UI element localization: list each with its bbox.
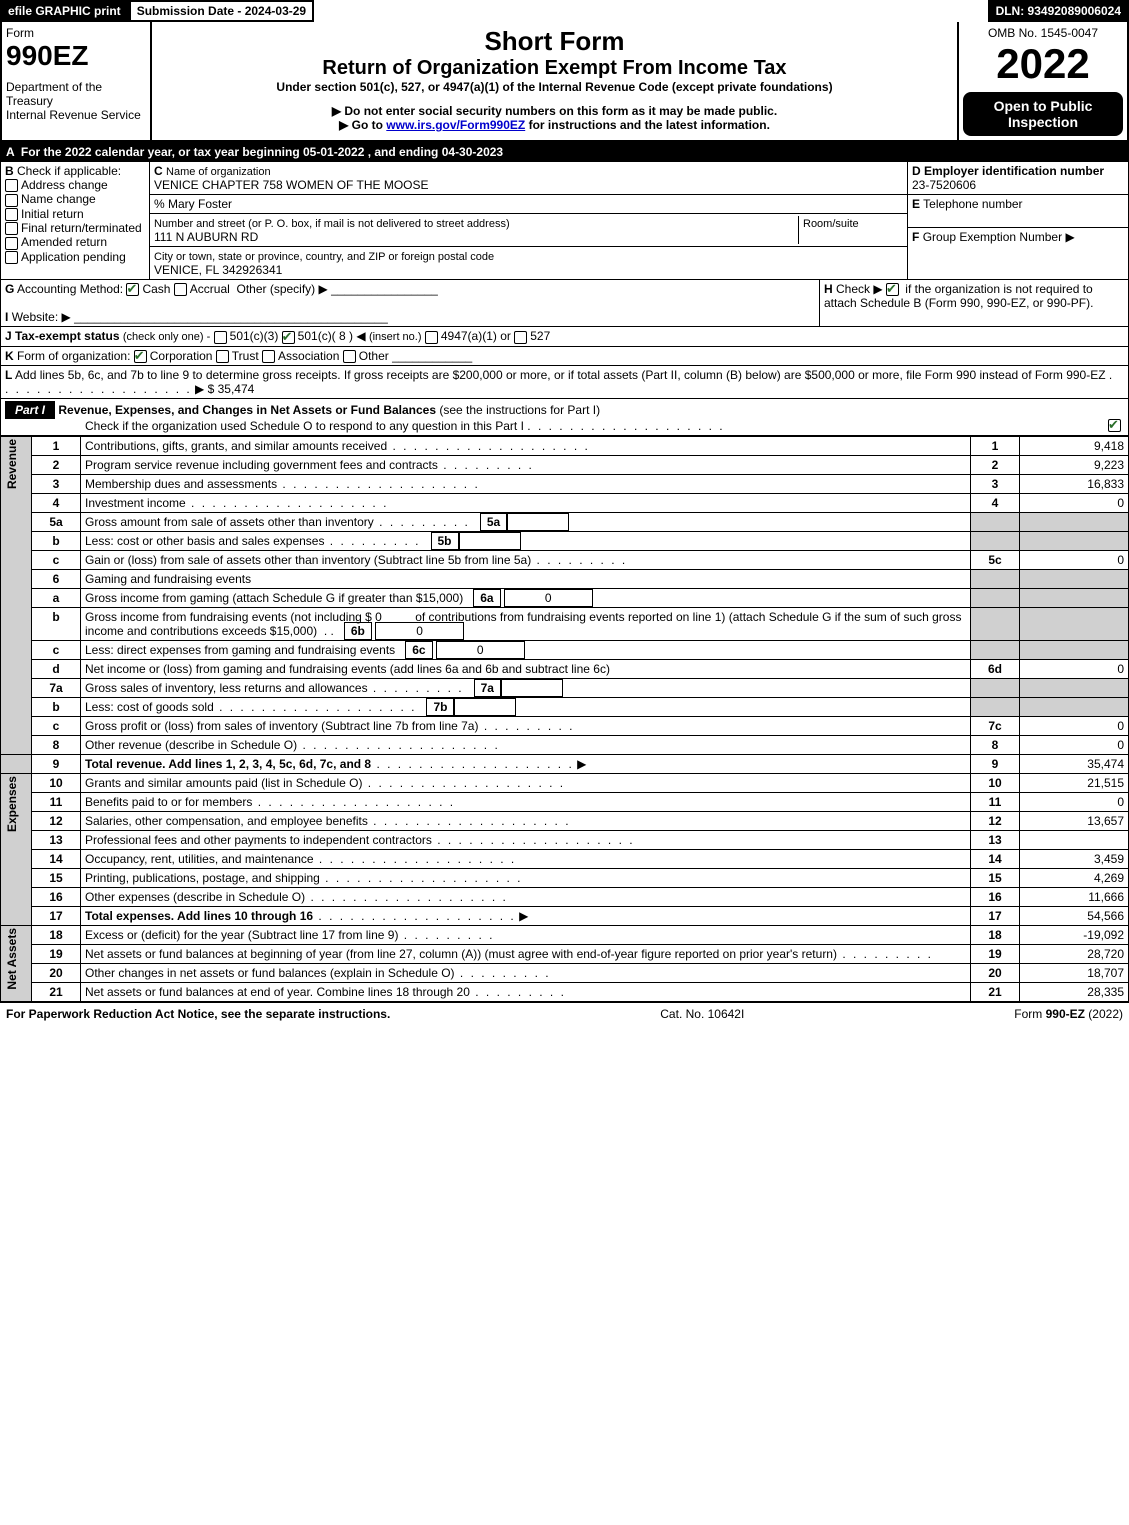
section-b: B Check if applicable: Address change Na… bbox=[1, 162, 150, 279]
line-6a-box[interactable]: 0 bbox=[504, 589, 593, 607]
line-3-val: 16,833 bbox=[1020, 474, 1129, 493]
page-footer: For Paperwork Reduction Act Notice, see … bbox=[0, 1002, 1129, 1025]
chk-cash[interactable] bbox=[126, 283, 139, 296]
subtitle: Under section 501(c), 527, or 4947(a)(1)… bbox=[156, 80, 953, 94]
line-5a-box[interactable] bbox=[507, 513, 569, 531]
line-7a-box[interactable] bbox=[501, 679, 563, 697]
chk-part-i-schedule-o[interactable] bbox=[1108, 419, 1121, 432]
line-7c-val: 0 bbox=[1020, 716, 1129, 735]
section-def: D Employer identification number 23-7520… bbox=[908, 162, 1128, 279]
section-c: C Name of organization VENICE CHAPTER 75… bbox=[150, 162, 908, 279]
chk-name-change[interactable]: Name change bbox=[21, 192, 96, 206]
line-19-val: 28,720 bbox=[1020, 944, 1129, 963]
row-k: K Form of organization: Corporation Trus… bbox=[0, 347, 1129, 366]
line-13-val bbox=[1020, 830, 1129, 849]
form-word: Form bbox=[6, 26, 146, 40]
chk-h[interactable] bbox=[886, 283, 899, 296]
chk-final-return[interactable]: Final return/terminated bbox=[21, 221, 142, 235]
chk-501c[interactable] bbox=[282, 331, 295, 344]
row-gh: G Accounting Method: Cash Accrual Other … bbox=[0, 280, 1129, 327]
line-11-val: 0 bbox=[1020, 792, 1129, 811]
row-l: L Add lines 5b, 6c, and 7b to line 9 to … bbox=[0, 366, 1129, 399]
warn-ssn: Do not enter social security numbers on … bbox=[344, 104, 777, 118]
line-15-val: 4,269 bbox=[1020, 868, 1129, 887]
line-10-val: 21,515 bbox=[1020, 773, 1129, 792]
chk-corp[interactable] bbox=[134, 350, 147, 363]
expenses-sidebar: Expenses bbox=[5, 776, 19, 832]
revenue-sidebar: Revenue bbox=[5, 439, 19, 489]
line-17-val: 54,566 bbox=[1020, 906, 1129, 925]
chk-accrual[interactable] bbox=[174, 283, 187, 296]
line-1-val: 9,418 bbox=[1020, 436, 1129, 455]
chk-assoc[interactable] bbox=[262, 350, 275, 363]
main-title: Return of Organization Exempt From Incom… bbox=[156, 57, 953, 80]
line-6c-box[interactable]: 0 bbox=[436, 641, 525, 659]
care-of: % Mary Foster bbox=[150, 195, 907, 214]
submission-date: Submission Date - 2024-03-29 bbox=[129, 0, 314, 22]
warn-goto-pre: Go to bbox=[352, 118, 387, 132]
line-18-val: -19,092 bbox=[1020, 925, 1129, 944]
line-a: A For the 2022 calendar year, or tax yea… bbox=[0, 142, 1129, 162]
chk-amended-return[interactable]: Amended return bbox=[21, 235, 107, 249]
part-i-table: Revenue 1 Contributions, gifts, grants, … bbox=[0, 436, 1129, 1002]
line-9-val: 35,474 bbox=[1020, 754, 1129, 773]
footer-left: For Paperwork Reduction Act Notice, see … bbox=[6, 1007, 390, 1021]
city-state-zip: VENICE, FL 342926341 bbox=[154, 263, 282, 277]
line-16-val: 11,666 bbox=[1020, 887, 1129, 906]
line-5b-box[interactable] bbox=[459, 532, 521, 550]
dln-label: DLN: 93492089006024 bbox=[988, 0, 1129, 22]
irs-link[interactable]: www.irs.gov/Form990EZ bbox=[386, 118, 525, 132]
chk-527[interactable] bbox=[514, 331, 527, 344]
chk-501c3[interactable] bbox=[214, 331, 227, 344]
chk-trust[interactable] bbox=[216, 350, 229, 363]
room-suite-label: Room/suite bbox=[803, 218, 859, 230]
short-form-title: Short Form bbox=[156, 26, 953, 57]
footer-catno: Cat. No. 10642I bbox=[660, 1007, 744, 1021]
gross-receipts: $ 35,474 bbox=[208, 382, 255, 396]
netassets-sidebar: Net Assets bbox=[5, 928, 19, 990]
line-8-val: 0 bbox=[1020, 735, 1129, 754]
line-5c-val: 0 bbox=[1020, 550, 1129, 569]
dept-label: Department of the Treasury Internal Reve… bbox=[6, 80, 146, 122]
entity-block: B Check if applicable: Address change Na… bbox=[0, 162, 1129, 280]
line-12-val: 13,657 bbox=[1020, 811, 1129, 830]
open-to-public-badge: Open to Public Inspection bbox=[963, 92, 1123, 136]
part-i-header: Part I Revenue, Expenses, and Changes in… bbox=[0, 399, 1129, 436]
chk-4947[interactable] bbox=[425, 331, 438, 344]
line-7b-box[interactable] bbox=[454, 698, 516, 716]
chk-other-org[interactable] bbox=[343, 350, 356, 363]
form-header: Form 990EZ Department of the Treasury In… bbox=[0, 22, 1129, 142]
top-bar: efile GRAPHIC print Submission Date - 20… bbox=[0, 0, 1129, 22]
warn-goto-post: for instructions and the latest informat… bbox=[525, 118, 770, 132]
ein: 23-7520606 bbox=[912, 178, 976, 192]
line-6d-val: 0 bbox=[1020, 659, 1129, 678]
chk-application-pending[interactable]: Application pending bbox=[21, 250, 126, 264]
omb-number: OMB No. 1545-0047 bbox=[963, 26, 1123, 40]
line-21-val: 28,335 bbox=[1020, 982, 1129, 1001]
line-14-val: 3,459 bbox=[1020, 849, 1129, 868]
footer-right: Form 990-EZ (2022) bbox=[1014, 1007, 1123, 1021]
chk-initial-return[interactable]: Initial return bbox=[21, 207, 84, 221]
chk-address-change[interactable]: Address change bbox=[21, 178, 108, 192]
efile-label[interactable]: efile GRAPHIC print bbox=[0, 0, 129, 22]
line-4-val: 0 bbox=[1020, 493, 1129, 512]
org-name: VENICE CHAPTER 758 WOMEN OF THE MOOSE bbox=[154, 178, 429, 192]
line-20-val: 18,707 bbox=[1020, 963, 1129, 982]
row-j: J Tax-exempt status (check only one) - 5… bbox=[0, 327, 1129, 346]
form-number: 990EZ bbox=[6, 40, 146, 72]
tax-year: 2022 bbox=[963, 40, 1123, 88]
line-2-val: 9,223 bbox=[1020, 455, 1129, 474]
line-6b-box[interactable]: 0 bbox=[375, 622, 464, 640]
street-address: 111 N AUBURN RD bbox=[154, 230, 258, 244]
